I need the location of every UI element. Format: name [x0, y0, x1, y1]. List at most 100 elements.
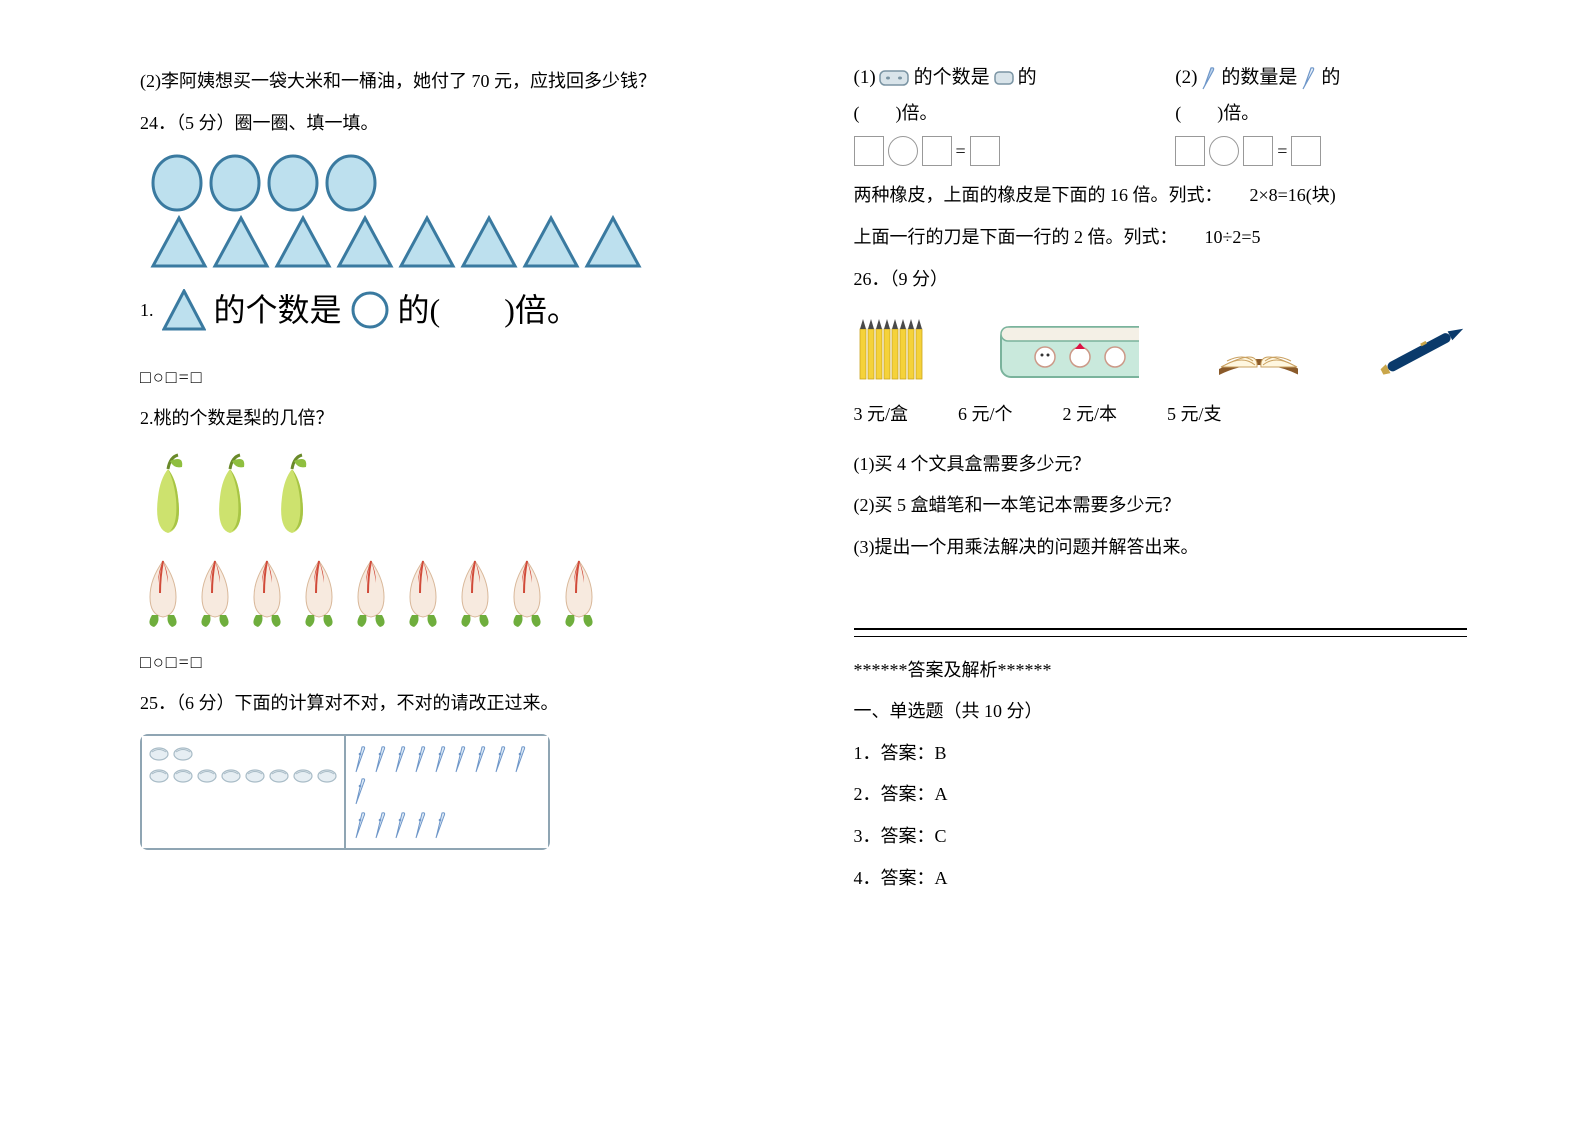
q26-2: (2)买 5 盒蜡笔和一本笔记本需要多少元？: [854, 486, 1468, 526]
eraser-icon: [268, 766, 290, 784]
sub2-a: (2): [1175, 60, 1197, 96]
answer-line: 2．答案：A: [854, 775, 1468, 815]
blank-box: [854, 136, 884, 166]
triangle-shape: [522, 215, 580, 269]
blank-box: [1291, 136, 1321, 166]
q26-prices: 3 元/盒 6 元/个 2 元/本 5 元/支: [854, 395, 1468, 435]
eraser-large-icon: [878, 67, 912, 89]
sub1-b: 的个数是: [914, 60, 990, 96]
right-column: (1) 的个数是 的 ( )倍。: [794, 40, 1587, 920]
eraser-icon: [172, 766, 194, 784]
pencil-case-icon: [995, 309, 1138, 389]
sub1-a: (1): [854, 60, 876, 96]
q25-figure: [140, 734, 550, 850]
pears-figure: [140, 451, 714, 541]
knife-icon: [392, 744, 410, 774]
knife-icon: [412, 744, 430, 774]
answer-line: 1．答案：B: [854, 734, 1468, 774]
knife-icon: [492, 744, 510, 774]
eraser-icon: [148, 766, 170, 784]
blank-box: [1175, 136, 1205, 166]
triangle-shape: [398, 215, 456, 269]
sub2: (2) 的数量是 的 ( )倍。 =: [1175, 60, 1467, 168]
triangle-icon: [162, 289, 206, 331]
peach-icon: [452, 553, 498, 631]
sub1: (1) 的个数是 的 ( )倍。: [854, 60, 1146, 168]
price-pen: 5 元/支: [1167, 395, 1222, 435]
eraser-icon: [292, 766, 314, 784]
sub2-formula: =: [1175, 134, 1467, 168]
q24-part2: 2.桃的个数是梨的几倍？: [140, 399, 714, 439]
sub2-c: 的: [1321, 60, 1340, 96]
triangle-shape: [274, 215, 332, 269]
knife-icon: [392, 810, 410, 840]
triangle-shape: [212, 215, 270, 269]
q24-sentence: 1. 的个数是 的( )倍。: [140, 275, 714, 345]
sub2-b: 的数量是: [1221, 60, 1297, 96]
peach-icon: [504, 553, 550, 631]
blank-box: [1243, 136, 1273, 166]
knife-icon: [352, 744, 370, 774]
q25-line1: 两种橡皮，上面的橡皮是下面的 16 倍。列式： 2×8=16(块): [854, 176, 1468, 216]
eraser-icon: [172, 744, 194, 762]
q25-line2: 上面一行的刀是下面一行的 2 倍。列式： 10÷2=5: [854, 218, 1468, 258]
q24-eq2: □○□=□: [140, 643, 714, 683]
q23-2-text: (2)李阿姨想买一袋大米和一桶油，她付了 70 元，应找回多少钱？: [140, 62, 714, 102]
answers-section: 一、单选题（共 10 分）: [854, 692, 1468, 732]
triangle-shape: [336, 215, 394, 269]
crayons-icon: [854, 309, 926, 389]
circle-icon: [350, 290, 390, 330]
sub1-blank: ( )倍。: [854, 96, 1146, 130]
pear-icon: [140, 451, 196, 541]
q26-1: (1)买 4 个文具盒需要多少元？: [854, 445, 1468, 485]
knife-icon: [432, 810, 450, 840]
pear-icon: [264, 451, 320, 541]
pear-icon: [202, 451, 258, 541]
price-crayons: 3 元/盒: [854, 395, 909, 435]
q24-text-tail-b: )倍。: [504, 275, 579, 345]
peaches-figure: [140, 553, 714, 631]
answer-line: 3．答案：C: [854, 817, 1468, 857]
blank-box: [970, 136, 1000, 166]
triangle-shape: [150, 215, 208, 269]
q26-items: [854, 309, 1468, 389]
blank-circle: [888, 136, 918, 166]
q25-sub-problems: (1) 的个数是 的 ( )倍。: [854, 60, 1468, 168]
knife-icon: [372, 810, 390, 840]
peach-icon: [400, 553, 446, 631]
knife-icon: [352, 776, 370, 806]
peach-icon: [140, 553, 186, 631]
circle-shape: [266, 153, 320, 213]
knife-icon: [512, 744, 530, 774]
knife-icon: [372, 744, 390, 774]
q24-eq1: □○□=□: [140, 358, 714, 398]
blank-box: [922, 136, 952, 166]
q26-3: (3)提出一个用乘法解决的问题并解答出来。: [854, 528, 1468, 568]
answers-title: ******答案及解析******: [854, 651, 1468, 691]
circle-shape: [208, 153, 262, 213]
eraser-icon: [148, 744, 170, 762]
knife-icon: [412, 810, 430, 840]
pen-icon: [1368, 309, 1467, 389]
triangle-shape: [460, 215, 518, 269]
peach-icon: [556, 553, 602, 631]
sub1-formula: =: [854, 134, 1146, 168]
q24-part1-prefix: 1.: [140, 291, 154, 331]
price-notebook: 2 元/本: [1063, 395, 1118, 435]
q25-eraser-box: [140, 734, 346, 850]
left-column: (2)李阿姨想买一袋大米和一桶油，她付了 70 元，应找回多少钱？ 24．（5 …: [0, 40, 794, 920]
q25-knife-box: [346, 734, 550, 850]
q24-title: 24．（5 分）圈一圈、填一填。: [140, 104, 714, 144]
answer-line: 4．答案：A: [854, 859, 1468, 899]
q25-title: 25．（6 分）下面的计算对不对，不对的请改正过来。: [140, 684, 714, 724]
q24-text-tail-a: 的(: [398, 275, 441, 345]
knife-outline-icon: [1299, 65, 1319, 91]
q26-title: 26．（9 分）: [854, 260, 1468, 300]
knife-icon: [432, 744, 450, 774]
notebook-icon: [1209, 309, 1299, 389]
price-case: 6 元/个: [958, 395, 1013, 435]
triangle-shape: [584, 215, 642, 269]
sub1-c: 的: [1018, 60, 1037, 96]
blank-circle: [1209, 136, 1239, 166]
peach-icon: [192, 553, 238, 631]
